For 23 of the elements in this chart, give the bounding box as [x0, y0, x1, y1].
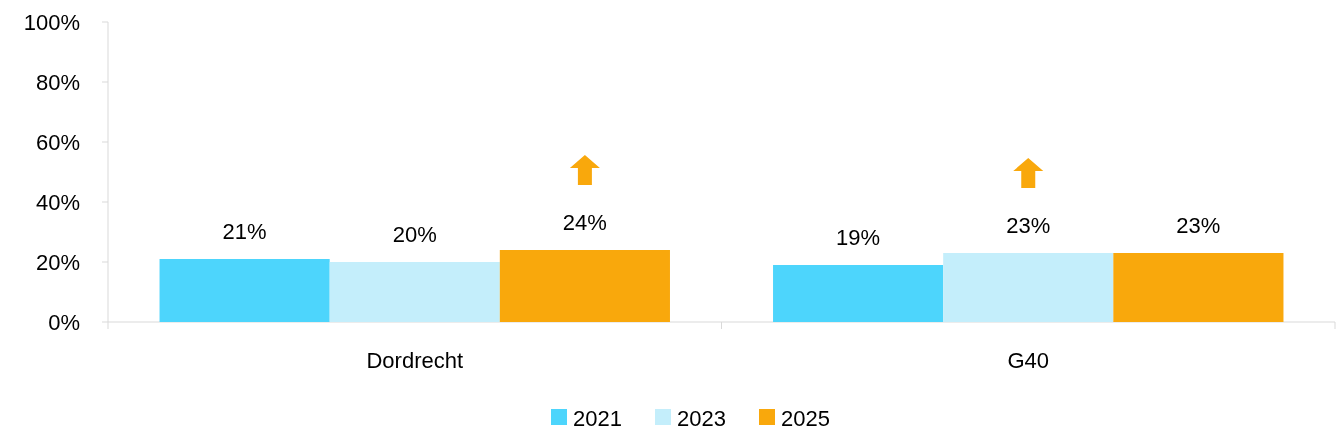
- x-tick-label: Dordrecht: [366, 348, 464, 373]
- data-label: 24%: [562, 210, 607, 235]
- legend-label: 2023: [677, 405, 726, 429]
- legend-label: 2025: [781, 405, 830, 429]
- legend-label: 2021: [573, 405, 622, 429]
- bar: [773, 265, 944, 322]
- bar: [943, 253, 1114, 322]
- y-tick-label: 40%: [35, 189, 80, 215]
- data-label: 23%: [1176, 213, 1221, 238]
- data-label: 20%: [392, 222, 437, 247]
- y-tick-label: 100%: [23, 9, 80, 35]
- y-tick-label: 0%: [48, 309, 80, 335]
- data-label: 19%: [836, 225, 881, 250]
- data-label: 23%: [1006, 213, 1051, 238]
- bar: [1113, 253, 1284, 322]
- bar: [159, 259, 330, 322]
- y-tick-label: 60%: [35, 129, 80, 155]
- x-tick-label: G40: [1007, 348, 1050, 373]
- data-label: 21%: [222, 219, 267, 244]
- bar: [329, 262, 500, 322]
- y-tick-label: 80%: [35, 69, 80, 95]
- bar: [499, 250, 670, 322]
- y-tick-label: 20%: [35, 249, 80, 275]
